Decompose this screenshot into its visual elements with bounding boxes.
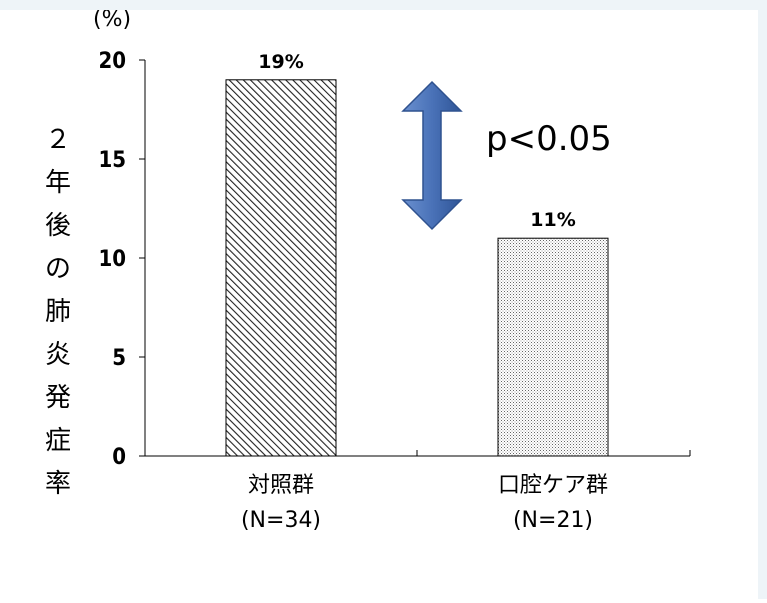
x-category-label: 対照群 [248,473,314,498]
y-axis-label-char: 肺 [45,297,71,327]
x-category-labels: 対照群 (N=34) 口腔ケア群 (N=21) [241,473,608,533]
bar-value-label: 19% [258,51,303,73]
x-category-sublabel: (N=21) [513,508,593,533]
y-axis-label-char: の [45,254,71,284]
y-ticks: 0 5 10 15 20 [98,49,145,470]
y-axis-label-char: 発 [45,383,71,413]
x-category-label: 口腔ケア群 [498,473,608,498]
data-labels: 19% 11% [258,51,575,231]
y-tick-label: 20 [98,49,126,74]
y-axis-label-char: ２ [45,125,71,155]
p-value-annotation: p<0.05 [486,119,612,159]
right-band [758,0,767,599]
y-tick-label: 0 [112,445,126,470]
bars [225,79,609,457]
y-tick-label: 5 [112,346,126,371]
y-axis-label-char: 症 [45,426,71,456]
y-axis-label-char: 炎 [45,340,71,370]
double-arrow-icon [401,80,463,231]
x-category-sublabel: (N=34) [241,508,321,533]
bar [225,79,337,457]
y-tick-label: 10 [98,247,126,272]
y-axis-label-char: 後 [45,211,71,241]
y-axis-label-char: 年 [45,168,71,198]
bar-value-label: 11% [530,209,575,231]
y-unit-label: (%) [93,7,131,32]
top-band [0,0,767,10]
bar [497,237,609,457]
y-axis-label-char: 率 [45,469,71,499]
y-tick-label: 15 [98,148,126,173]
